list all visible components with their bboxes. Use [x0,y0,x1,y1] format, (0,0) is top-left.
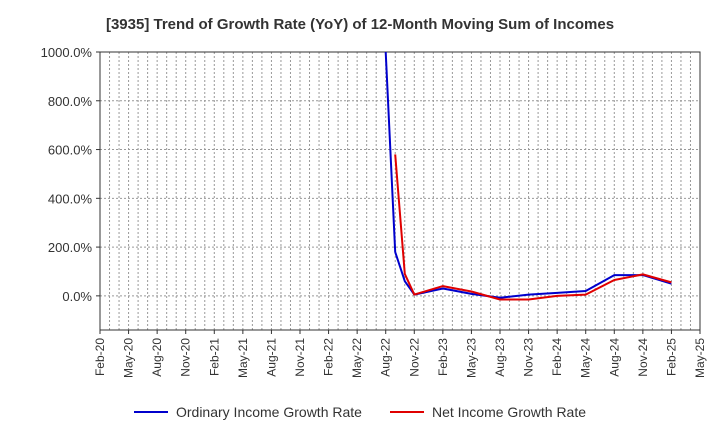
x-tick-label: Nov-21 [293,338,307,377]
y-tick-label: 800.0% [48,94,93,109]
x-tick-label: Feb-24 [550,338,564,376]
x-tick-label: Nov-24 [636,338,650,377]
y-tick-label: 0.0% [62,289,92,304]
legend-item-ordinary-income: Ordinary Income Growth Rate [133,404,362,420]
series-line-net-income [394,154,672,301]
x-tick-label: Nov-23 [522,338,536,377]
legend-item-net-income: Net Income Growth Rate [389,404,587,420]
legend-swatch-ordinary-income [133,411,168,413]
x-tick-label: Nov-20 [179,338,193,377]
legend-swatch-net-income [389,411,424,413]
y-tick-label: 600.0% [48,143,93,158]
y-axis-ticks: 1000.0% 800.0% 600.0% 400.0% 200.0% 0.0% [41,45,100,304]
x-tick-label: Feb-22 [322,338,336,376]
chart-title: [3935] Trend of Growth Rate (YoY) of 12-… [105,16,615,33]
x-tick-label: Aug-23 [493,338,507,377]
plot-area [99,51,701,331]
legend-label-ordinary-income: Ordinary Income Growth Rate [175,404,362,420]
series-line-ordinary-income [384,51,672,299]
x-tick-label: May-23 [464,338,478,378]
legend: Ordinary Income Growth Rate Net Income G… [0,404,720,420]
y-tick-label: 1000.0% [41,45,93,60]
y-tick-label: 400.0% [48,191,93,206]
x-tick-label: May-22 [350,338,364,378]
legend-label-net-income: Net Income Growth Rate [431,404,587,420]
x-tick-label: Aug-21 [264,338,278,377]
x-tick-label: May-20 [122,338,136,378]
y-tick-label: 200.0% [48,240,93,255]
series-lines [384,51,672,301]
x-tick-label: May-25 [693,338,707,378]
x-tick-label: May-21 [236,338,250,378]
x-tick-label: Nov-22 [407,338,421,377]
grid-lines [100,52,700,330]
x-axis-ticks: Feb-20 May-20 Aug-20 Nov-20 Feb-21 May-21 Aug-… [93,330,707,378]
x-tick-label: May-24 [579,338,593,378]
x-tick-label: Aug-24 [607,338,621,377]
x-tick-label: Feb-21 [207,338,221,376]
x-tick-label: Feb-20 [93,338,107,376]
x-tick-label: Aug-22 [379,338,393,377]
x-tick-label: Aug-20 [150,338,164,377]
x-tick-label: Feb-25 [664,338,678,376]
x-tick-label: Feb-23 [436,338,450,376]
